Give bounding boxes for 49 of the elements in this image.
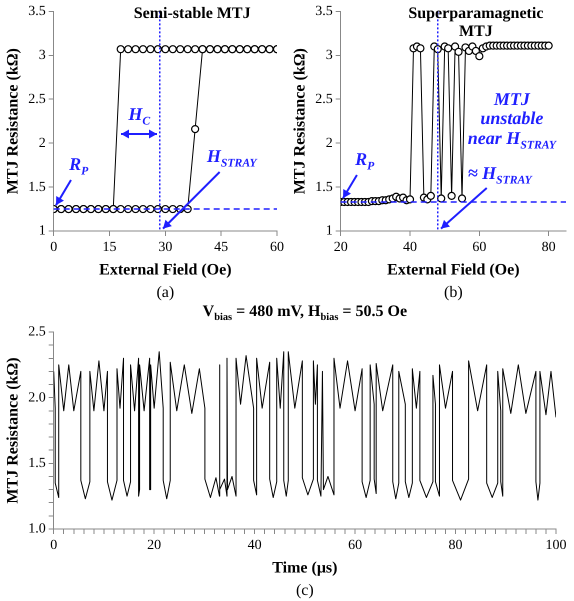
y-tick-label: 3 [38,48,46,63]
y-tick-label: 1 [326,224,333,239]
y-tick-label: 2.5 [315,92,333,107]
x-axis-title: External Field (Oe) [387,262,520,279]
y-tick-label: 3 [326,48,333,63]
x-tick-label: 80 [448,538,463,554]
chart-title: Superparamagnetic MTJ [407,5,544,41]
y-axis-title: MTJ Resistance (kΩ) [292,48,309,194]
x-tick-label: 45 [214,240,228,256]
chart-title: Semi-stable MTJ [134,5,251,23]
x-tick-label: 40 [248,538,262,554]
text: (b) [444,284,463,302]
x-axis-title: Time (μs) [272,560,338,577]
x-tick-label: 100 [546,538,566,554]
y-tick-label: 1.0 [28,522,46,537]
x-tick-label: 30 [158,240,172,256]
y-tick-label: 1.5 [28,180,46,195]
x-tick-label: 60 [472,240,486,256]
x-tick-label: 20 [334,240,348,256]
x-tick-label: 60 [270,240,284,256]
annotation: H$_{STRAY}$ [206,146,257,171]
text: (c) [296,582,314,600]
chart-title: V$_{bias}$ = 480 mV, H$_{bias}$ = 50.5 Oe [202,303,408,324]
annotation: ≈ H$_{STRAY}$ [468,163,532,188]
y-tick-label: 3.5 [28,4,46,20]
y-axis-title: MTJ Resistance (kΩ) [4,48,22,194]
y-tick-label: 2.0 [28,390,46,406]
y-tick-label: 2 [326,136,333,151]
y-tick-label: 1.5 [28,456,46,472]
y-tick-label: 2.5 [28,92,46,107]
x-tick-label: 0 [50,538,58,554]
text: (a) [156,284,174,302]
y-tick-label: 3.5 [315,4,333,20]
annotation: H$_{C}$ [128,104,150,128]
y-tick-label: 2.5 [28,324,46,340]
y-tick-label: 1.5 [315,180,333,195]
x-tick-label: 40 [403,240,418,256]
x-tick-label: 80 [542,240,556,256]
x-axis-title: External Field (Oe) [99,262,232,279]
x-tick-label: 20 [147,538,162,554]
y-axis-title: MTJ Resistance (kΩ) [4,357,22,504]
annotation: R$_{P}$ [69,154,88,179]
x-tick-label: 0 [50,240,58,256]
annotation: MTJ unstable near H$_{STRAY}$ [466,88,558,153]
y-tick-label: 2 [38,136,46,151]
x-tick-label: 60 [348,538,362,554]
y-tick-label: 1 [38,224,46,239]
x-tick-label: 15 [102,240,117,256]
annotation: R$_{P}$ [355,149,374,174]
